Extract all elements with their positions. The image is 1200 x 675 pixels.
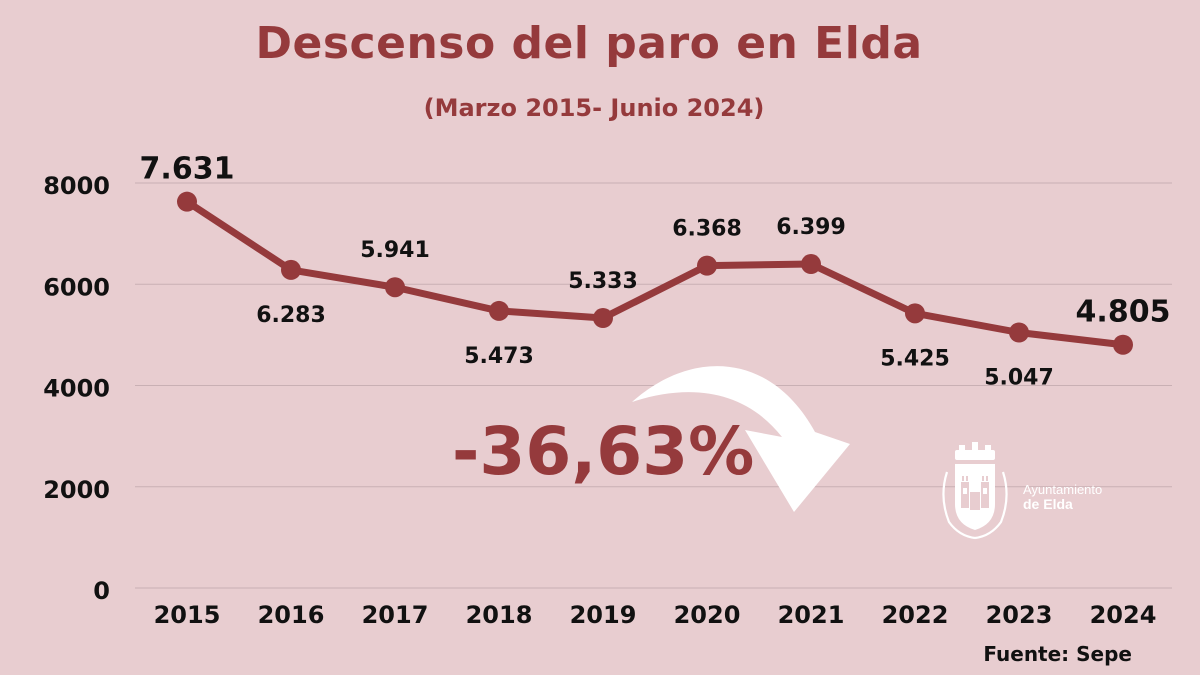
data-point	[281, 259, 301, 280]
data-label: 6.368	[672, 217, 742, 242]
coat-of-arms-icon	[942, 442, 1008, 540]
x-tick-label: 2023	[986, 601, 1053, 629]
x-tick-label: 2021	[778, 601, 845, 629]
data-point	[905, 303, 925, 324]
x-tick-label: 2019	[570, 601, 637, 629]
data-label: 5.047	[984, 365, 1054, 390]
x-tick-label: 2017	[362, 601, 429, 629]
x-tick-label: 2015	[154, 601, 221, 629]
data-label: 4.805	[1076, 295, 1171, 330]
logo-text: Ayuntamiento de Elda	[1023, 482, 1102, 512]
data-label: 5.941	[360, 238, 430, 263]
y-tick-label: 0	[93, 577, 110, 605]
data-label: 7.631	[140, 152, 235, 187]
data-point	[177, 191, 197, 212]
y-tick-label: 4000	[43, 375, 110, 403]
x-tick-label: 2018	[466, 601, 533, 629]
data-point	[801, 254, 821, 275]
data-label: 6.283	[256, 303, 326, 328]
ayuntamiento-logo: Ayuntamiento de Elda	[935, 442, 1125, 542]
y-tick-label: 8000	[43, 172, 110, 200]
data-label: 6.399	[776, 215, 846, 240]
data-point	[1009, 322, 1029, 343]
decrease-percentage: -36,63%	[452, 413, 754, 490]
y-tick-label: 2000	[43, 476, 110, 504]
data-label: 5.425	[880, 346, 950, 371]
logo-line2: de Elda	[1023, 496, 1073, 512]
x-tick-label: 2024	[1090, 601, 1157, 629]
x-tick-label: 2022	[882, 601, 949, 629]
y-tick-label: 6000	[43, 273, 110, 301]
x-tick-label: 2020	[674, 601, 741, 629]
data-point	[593, 308, 613, 329]
data-label: 5.333	[568, 269, 638, 294]
series-line	[183, 198, 1127, 349]
x-tick-label: 2016	[258, 601, 325, 629]
chart-subtitle: (Marzo 2015- Junio 2024)	[423, 94, 765, 122]
data-point	[489, 300, 509, 321]
data-point	[385, 277, 405, 298]
data-point	[1113, 334, 1133, 355]
data-point	[697, 255, 717, 276]
source-note: Fuente: Sepe	[983, 642, 1132, 666]
logo-line1: Ayuntamiento	[1023, 482, 1103, 497]
chart-title: Descenso del paro en Elda	[255, 18, 923, 69]
data-label: 5.473	[464, 344, 534, 369]
down-arrow-icon	[632, 366, 850, 512]
